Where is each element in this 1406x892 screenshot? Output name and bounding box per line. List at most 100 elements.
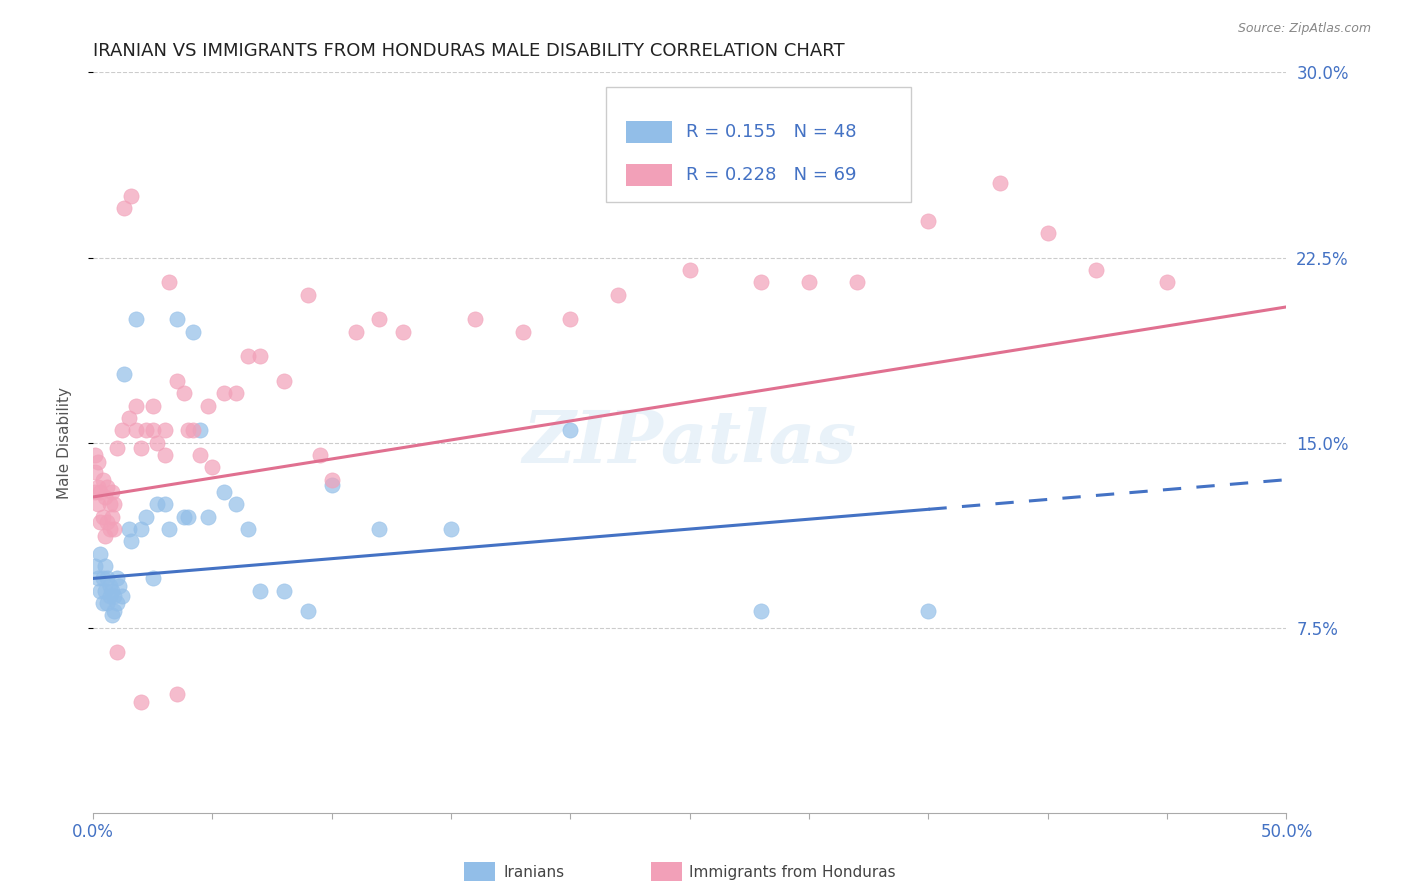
Point (91, 571, 114, 585)
Point (464, 312, 486, 326)
Point (146, 435, 169, 450)
Point (197, 509, 219, 524)
Point (96, 596, 118, 610)
Point (125, 312, 148, 326)
Point (146, 497, 169, 511)
Point (142, 423, 165, 437)
Point (105, 441, 128, 455)
Point (512, 325, 534, 339)
Point (111, 423, 134, 437)
Point (607, 287, 630, 301)
Point (98, 497, 121, 511)
Point (105, 571, 128, 585)
Point (84, 465, 107, 479)
Point (225, 386, 247, 401)
Point (157, 522, 180, 536)
Point (96, 515, 118, 529)
Point (135, 509, 157, 524)
Point (560, 423, 582, 437)
Point (190, 448, 212, 462)
Point (94, 583, 117, 598)
Point (129, 522, 152, 536)
Point (105, 645, 128, 659)
Point (177, 509, 200, 524)
Point (135, 423, 157, 437)
Point (201, 460, 224, 475)
Point (273, 583, 295, 598)
Point (98, 589, 121, 603)
Point (87, 480, 110, 494)
Point (101, 509, 124, 524)
Point (368, 522, 391, 536)
Point (101, 583, 124, 598)
Point (1036, 226, 1059, 240)
Point (87, 571, 110, 585)
Point (96, 571, 118, 585)
Point (177, 423, 200, 437)
Point (108, 579, 131, 593)
Point (103, 497, 125, 511)
FancyBboxPatch shape (627, 120, 672, 143)
Point (249, 583, 271, 598)
Point (166, 688, 188, 702)
Point (173, 509, 195, 524)
Point (120, 534, 142, 549)
Point (94, 529, 117, 543)
Point (157, 275, 180, 289)
Point (87, 497, 110, 511)
Text: Source: ZipAtlas.com: Source: ZipAtlas.com (1237, 22, 1371, 36)
Point (321, 473, 343, 487)
Y-axis label: Male Disability: Male Disability (58, 386, 72, 499)
Point (105, 596, 128, 610)
Point (89, 547, 111, 561)
Point (197, 399, 219, 413)
Point (125, 399, 148, 413)
Point (98, 579, 121, 593)
Point (84, 485, 107, 500)
Point (368, 312, 391, 326)
Point (751, 275, 773, 289)
Point (129, 441, 152, 455)
Point (153, 448, 176, 462)
Point (392, 325, 415, 339)
Point (917, 603, 939, 617)
Point (91, 596, 114, 610)
Point (98, 522, 121, 536)
Point (89, 485, 111, 500)
Point (118, 522, 141, 536)
Point (91, 509, 114, 524)
Point (440, 522, 463, 536)
Point (917, 213, 939, 227)
Text: Immigrants from Honduras: Immigrants from Honduras (689, 865, 896, 880)
Point (344, 325, 367, 339)
Text: R = 0.155   N = 48: R = 0.155 N = 48 (686, 123, 856, 141)
Point (153, 497, 176, 511)
Text: ZIPatlas: ZIPatlas (523, 407, 856, 478)
Point (1156, 275, 1178, 289)
FancyBboxPatch shape (627, 163, 672, 186)
Point (249, 349, 271, 363)
Point (797, 275, 820, 289)
Point (1084, 263, 1107, 277)
Point (297, 603, 319, 617)
Point (679, 263, 702, 277)
Point (190, 423, 212, 437)
FancyBboxPatch shape (606, 87, 911, 202)
Text: Iranians: Iranians (503, 865, 564, 880)
Point (751, 603, 773, 617)
Point (166, 374, 188, 388)
Point (321, 477, 343, 491)
Point (308, 448, 330, 462)
Point (845, 275, 868, 289)
Point (988, 177, 1011, 191)
Point (103, 522, 125, 536)
Point (129, 695, 152, 709)
Point (89, 583, 111, 598)
Point (112, 367, 135, 381)
Point (238, 522, 260, 536)
Point (94, 490, 117, 504)
Point (87, 455, 110, 469)
Point (101, 608, 124, 623)
Point (89, 515, 111, 529)
Point (96, 480, 118, 494)
